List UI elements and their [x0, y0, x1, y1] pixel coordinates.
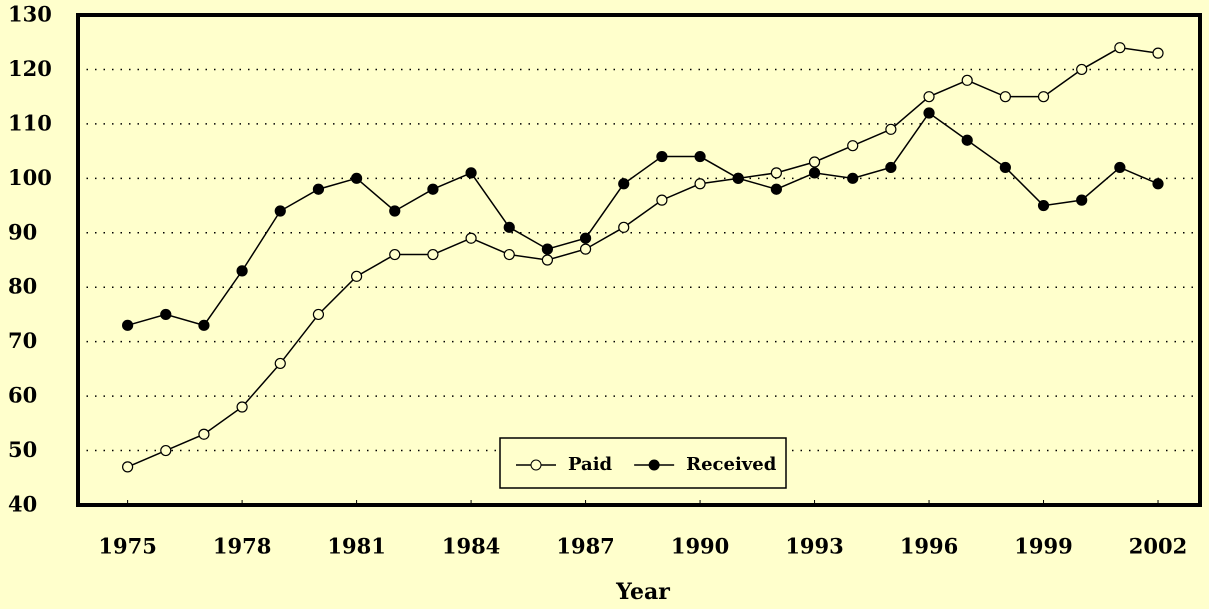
y-tick-label: 110: [8, 110, 52, 135]
legend-marker: [530, 459, 542, 471]
marker: [465, 167, 477, 179]
marker: [465, 232, 477, 244]
marker: [1076, 194, 1088, 206]
marker: [694, 178, 706, 190]
x-tick-label: 1978: [213, 534, 271, 559]
marker: [503, 221, 515, 233]
marker: [999, 91, 1011, 103]
marker: [618, 221, 630, 233]
marker: [198, 428, 210, 440]
y-tick-label: 130: [8, 2, 52, 27]
marker: [122, 319, 134, 331]
marker: [312, 308, 325, 321]
marker: [198, 319, 210, 331]
x-tick-label: 1984: [442, 534, 500, 559]
x-tick-label: 2002: [1129, 534, 1187, 559]
plot-frame: [76, 13, 1202, 507]
marker: [847, 140, 859, 152]
y-tick-label: 90: [8, 219, 37, 244]
marker: [236, 401, 248, 413]
x-tick-label: 1996: [900, 534, 958, 559]
marker: [541, 243, 554, 255]
marker: [1037, 199, 1050, 212]
marker: [694, 150, 706, 163]
marker: [1076, 63, 1088, 76]
legend-marker: [648, 459, 660, 471]
x-tick-label: 1987: [556, 534, 614, 559]
marker: [427, 183, 439, 195]
marker: [1152, 178, 1164, 190]
x-axis-label: Year: [615, 579, 670, 605]
marker: [1114, 42, 1126, 54]
marker: [808, 167, 821, 179]
x-tick-label: 1999: [1014, 534, 1072, 559]
marker: [1037, 91, 1050, 103]
marker: [389, 248, 401, 261]
marker: [732, 172, 744, 184]
marker: [503, 248, 515, 261]
legend-box: [499, 437, 787, 489]
marker: [1152, 47, 1164, 59]
marker: [274, 357, 286, 370]
y-tick-label: 80: [8, 274, 37, 299]
x-tick-label: 1993: [785, 534, 843, 559]
marker: [122, 461, 134, 473]
marker: [350, 172, 363, 184]
x-tick-label: 1975: [98, 534, 156, 559]
y-tick-label: 120: [8, 56, 52, 81]
x-tick-label: 1981: [327, 534, 385, 559]
marker: [656, 194, 668, 206]
y-tick-label: 40: [8, 492, 37, 517]
marker: [274, 205, 286, 217]
marker: [427, 248, 439, 261]
marker: [350, 270, 363, 282]
series-line: [127, 111, 1159, 327]
marker: [579, 243, 592, 255]
marker: [961, 134, 973, 146]
marker: [961, 74, 973, 86]
marker: [847, 172, 859, 184]
marker: [808, 156, 821, 168]
y-tick-label: 100: [8, 165, 52, 190]
marker: [160, 308, 172, 321]
marker: [618, 178, 630, 190]
marker: [923, 91, 935, 103]
marker: [312, 183, 325, 195]
marker: [923, 107, 935, 119]
marker: [770, 183, 782, 195]
y-tick-label: 60: [8, 383, 37, 408]
marker: [541, 254, 554, 266]
x-tick-label: 1990: [671, 534, 729, 559]
marker: [579, 232, 592, 244]
marker: [999, 161, 1011, 174]
marker: [770, 167, 782, 179]
marker: [885, 161, 897, 174]
marker: [160, 444, 172, 457]
marker: [389, 205, 401, 217]
marker: [885, 123, 897, 135]
marker: [236, 265, 248, 277]
marker: [1114, 161, 1126, 174]
y-tick-label: 50: [8, 437, 37, 462]
legend-label: Received: [686, 454, 777, 475]
marker: [656, 150, 668, 163]
series-line: [127, 46, 1159, 468]
legend-label: Paid: [568, 454, 613, 475]
y-tick-label: 70: [8, 328, 37, 353]
